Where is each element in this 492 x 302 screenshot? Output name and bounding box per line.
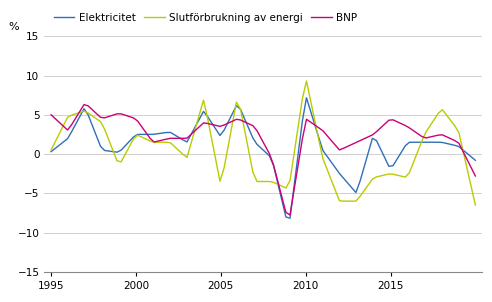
Slutförbrukning av energi bbox=[472, 203, 478, 207]
Elektricitet bbox=[287, 217, 293, 220]
BNP bbox=[81, 103, 87, 106]
Elektricitet bbox=[48, 150, 54, 153]
Elektricitet bbox=[464, 152, 470, 155]
Line: Elektricitet: Elektricitet bbox=[51, 98, 475, 218]
BNP bbox=[472, 174, 478, 178]
Legend: Elektricitet, Slutförbrukning av energi, BNP: Elektricitet, Slutförbrukning av energi,… bbox=[50, 8, 361, 27]
Elektricitet bbox=[172, 133, 178, 137]
BNP bbox=[159, 138, 165, 142]
Slutförbrukning av energi bbox=[304, 79, 309, 83]
Slutförbrukning av energi bbox=[48, 148, 54, 152]
Slutförbrukning av energi bbox=[439, 108, 445, 111]
Line: Slutförbrukning av energi: Slutförbrukning av energi bbox=[51, 81, 475, 205]
Y-axis label: %: % bbox=[8, 21, 19, 31]
Elektricitet bbox=[155, 132, 161, 136]
BNP bbox=[176, 137, 182, 140]
BNP bbox=[287, 213, 293, 217]
BNP bbox=[262, 144, 268, 148]
BNP bbox=[444, 135, 450, 139]
Slutförbrukning av energi bbox=[258, 180, 264, 183]
Slutförbrukning av energi bbox=[61, 124, 66, 127]
BNP bbox=[61, 124, 66, 128]
Line: BNP: BNP bbox=[51, 104, 475, 215]
Elektricitet bbox=[258, 146, 264, 150]
BNP bbox=[464, 158, 470, 162]
Slutförbrukning av energi bbox=[155, 140, 161, 144]
Slutförbrukning av energi bbox=[460, 149, 466, 153]
Slutförbrukning av energi bbox=[172, 145, 178, 149]
BNP bbox=[48, 113, 54, 117]
Elektricitet bbox=[304, 96, 309, 100]
Elektricitet bbox=[61, 140, 66, 144]
Elektricitet bbox=[444, 142, 450, 145]
Elektricitet bbox=[472, 159, 478, 162]
